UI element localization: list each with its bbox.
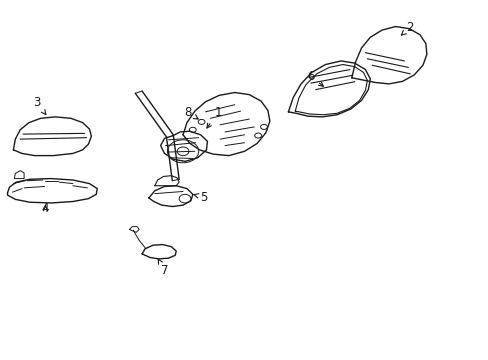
Text: 8: 8 <box>184 106 198 119</box>
Text: 5: 5 <box>193 191 207 204</box>
Text: 3: 3 <box>33 96 46 114</box>
Text: 7: 7 <box>158 258 168 277</box>
Text: 2: 2 <box>401 21 413 35</box>
Text: 4: 4 <box>41 202 49 215</box>
Text: 1: 1 <box>206 106 222 128</box>
Text: 6: 6 <box>306 69 323 86</box>
